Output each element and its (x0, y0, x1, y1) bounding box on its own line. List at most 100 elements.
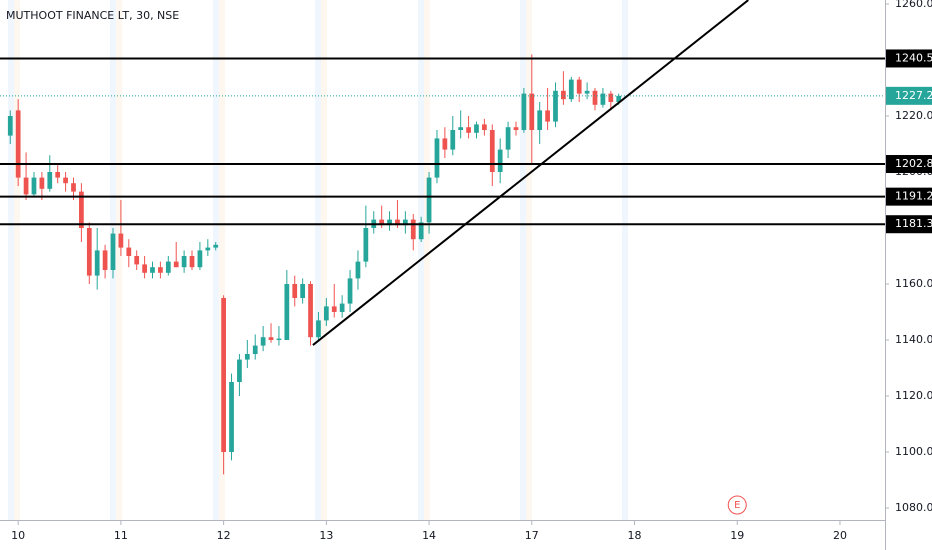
candle-body (292, 283, 298, 298)
session-band (622, 0, 628, 520)
x-tick-label: 20 (833, 529, 847, 542)
session-band (520, 0, 526, 520)
candle-body (513, 127, 519, 131)
x-tick-label: 14 (422, 529, 436, 542)
candle-body (387, 219, 392, 226)
candle-body (576, 79, 582, 94)
candle-body (181, 256, 187, 268)
candle-body (173, 261, 179, 268)
x-tick-label: 17 (525, 529, 539, 542)
candle-body (86, 228, 92, 276)
candle-body (489, 130, 495, 173)
y-tick-label: 1120.00 (895, 389, 932, 402)
candle-body (426, 177, 432, 223)
x-tick-label: 18 (628, 529, 642, 542)
chart-title: MUTHOOT FINANCE LT, 30, NSE (6, 9, 179, 22)
candle-body (497, 149, 503, 173)
candle-body (126, 247, 132, 256)
candle-body (150, 267, 155, 273)
candle-body (134, 256, 140, 265)
earnings-label: E (734, 500, 740, 511)
candle-body (276, 338, 282, 340)
session-band (315, 0, 321, 520)
level-label-box (886, 49, 932, 68)
candle-body (363, 228, 369, 262)
candle-body (23, 177, 29, 195)
candle-body (260, 337, 266, 346)
session-band (424, 0, 430, 520)
y-tick-label: 1100.00 (895, 445, 932, 458)
level-label-box (886, 155, 932, 174)
candle-body (418, 222, 424, 240)
candle-body (284, 283, 290, 340)
candle-body (110, 233, 116, 270)
x-tick-label: 11 (114, 529, 128, 542)
candle-body (529, 93, 535, 131)
last-price-label: 1227.20 (895, 89, 932, 102)
candle-body (616, 95, 622, 103)
y-tick-label: 1140.00 (895, 333, 932, 346)
candle-body (79, 191, 84, 229)
level-label: 1202.85 (895, 157, 932, 170)
candle-body (466, 127, 471, 133)
candle-body (482, 124, 487, 131)
candle-body (39, 177, 45, 189)
candle-body (339, 303, 345, 312)
x-tick-label: 13 (319, 529, 333, 542)
candle-body (442, 138, 448, 150)
candle-body (205, 247, 211, 251)
candle-body (553, 90, 558, 122)
x-tick-label: 10 (11, 529, 25, 542)
candle-body (15, 110, 21, 178)
candle-body (434, 138, 440, 178)
candle-body (237, 359, 242, 382)
candle-body (474, 124, 479, 133)
candle-body (331, 306, 337, 312)
candle-body (379, 219, 385, 226)
candle-body (300, 283, 306, 298)
candle-body (600, 93, 606, 105)
level-label: 1191.20 (895, 190, 932, 203)
candle-body (94, 250, 100, 276)
candle-body (402, 219, 408, 226)
candle-body (347, 278, 353, 304)
candle-body (118, 233, 124, 248)
candle-body (197, 250, 203, 268)
candle-body (221, 297, 226, 452)
candle-body (521, 93, 527, 131)
level-label-box (886, 187, 932, 206)
candle-body (395, 219, 400, 226)
x-tick-label: 12 (217, 529, 231, 542)
y-tick-label: 1160.00 (895, 277, 932, 290)
session-band (8, 0, 14, 520)
candle-body (410, 219, 416, 240)
session-bands (8, 0, 628, 520)
candle-body (592, 90, 598, 105)
candle-body (158, 267, 163, 273)
candle-body (213, 244, 219, 248)
y-tick-label: 1260.00 (895, 0, 932, 10)
candle-body (537, 110, 543, 131)
candle-body (47, 172, 53, 189)
candle-body (229, 381, 234, 452)
candle-body (568, 79, 574, 100)
candle-body (252, 345, 258, 354)
candle-body (102, 250, 108, 270)
candle-body (545, 110, 550, 122)
level-label: 1240.55 (895, 51, 932, 64)
earnings-marker (727, 495, 747, 515)
level-label: 1181.35 (895, 217, 932, 230)
candle-body (142, 264, 147, 273)
candle-body (55, 172, 61, 178)
session-band (526, 0, 532, 520)
candle-body (268, 337, 274, 340)
last-price-box (886, 86, 932, 105)
session-band (213, 0, 219, 520)
candle-body (31, 177, 37, 195)
candle-body (63, 177, 68, 184)
candle-body (189, 256, 195, 268)
y-tick-label: 1220.00 (895, 109, 932, 122)
session-band (14, 0, 20, 520)
candle-body (608, 93, 614, 103)
